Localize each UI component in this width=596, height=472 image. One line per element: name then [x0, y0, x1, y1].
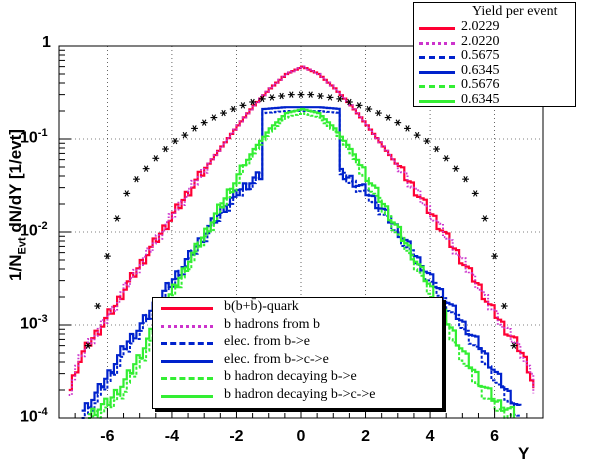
x-tick-label: 2: [361, 428, 370, 445]
axes-frame: [58, 45, 544, 419]
yield-legend-row: 2.0229: [414, 19, 574, 36]
star-marker: [113, 215, 121, 222]
yield-value: 2.0220: [461, 33, 500, 49]
star-marker: [181, 131, 189, 139]
star-marker: [239, 102, 247, 109]
yield-legend-row: 0.5675: [414, 48, 574, 65]
star-marker: [316, 92, 324, 100]
series-legend-row: b hadron decaying b->c->e: [153, 387, 439, 405]
legend-swatch: [419, 27, 455, 30]
star-marker: [491, 252, 498, 260]
star-marker: [258, 95, 266, 103]
star-marker: [394, 119, 402, 126]
star-marker: [142, 165, 150, 172]
series-legend-label: b(b+b̄)-quark: [224, 299, 299, 314]
legend-swatch: [419, 70, 455, 74]
star-marker: [84, 342, 92, 349]
yield-value: 0.5676: [461, 77, 500, 92]
star-marker: [404, 125, 411, 132]
series-legend-row: b hadrons from b: [153, 316, 439, 335]
yield-legend-row: 0.6345: [414, 62, 574, 80]
x-tick-label: 0: [296, 428, 306, 445]
legend-swatch: [419, 85, 455, 88]
x-tick-label: 6: [490, 428, 500, 445]
legend-swatch: [419, 99, 455, 103]
star-marker: [104, 252, 111, 260]
yield-value: 2.0229: [461, 19, 500, 34]
star-marker: [423, 137, 431, 145]
legend-swatch: [161, 359, 213, 363]
legend-swatch: [161, 377, 213, 381]
star-marker: [307, 91, 315, 98]
yield-legend-row: 2.0220: [414, 33, 574, 51]
star-marker: [375, 109, 382, 117]
star-marker: [433, 145, 440, 153]
series-legend: b(b+b̄)-quark b hadrons from b elec. from …: [152, 297, 443, 409]
star-marker: [278, 92, 286, 100]
series-legend-label: b hadron decaying b->e: [224, 369, 357, 385]
x-tick-label: -6: [100, 428, 115, 445]
star-marker: [500, 302, 508, 310]
yield-value: 0.6345: [461, 62, 500, 78]
series-legend-label: b hadron decaying b->c->e: [224, 387, 376, 402]
star-marker: [287, 91, 295, 98]
star-marker: [171, 137, 179, 145]
series-legend-label: elec. from b->c->e: [224, 351, 329, 367]
star-marker: [297, 91, 305, 98]
y-tick-label: 10-2: [20, 220, 48, 240]
star-marker: [384, 114, 392, 121]
star-marker: [442, 155, 450, 162]
x-tick-label: -2: [229, 428, 244, 445]
series-legend-row: elec. from b->e: [153, 334, 439, 352]
star-marker: [191, 125, 198, 132]
star-marker: [355, 102, 363, 109]
legend-swatch: [419, 41, 455, 45]
star-marker: [268, 94, 276, 101]
star-marker: [471, 190, 479, 197]
y-tick-label: 10-1: [20, 127, 48, 147]
yield-value: 0.5675: [461, 48, 500, 63]
series-legend-label: elec. from b->e: [224, 334, 311, 350]
legend-swatch: [161, 307, 213, 310]
series-legend-row: b hadron decaying b->e: [153, 369, 439, 387]
yield-legend: Yield per event 2.0229 2.0220 0.5675 0.6345…: [413, 2, 576, 107]
yield-legend-row: 0.5676: [414, 77, 574, 94]
star-marker: [481, 215, 489, 222]
star-marker: [200, 119, 208, 126]
star-marker: [220, 109, 227, 117]
star-marker: [123, 190, 131, 197]
star-marker: [413, 131, 421, 139]
star-marker: [152, 155, 160, 162]
star-marker: [133, 175, 140, 183]
star-marker: [326, 94, 334, 101]
yield-legend-row: 0.6345: [414, 91, 574, 109]
star-marker: [336, 95, 344, 103]
star-marker: [162, 145, 169, 153]
star-marker: [462, 175, 469, 183]
series-quark: [68, 65, 535, 392]
star-marker: [346, 98, 353, 106]
y-tick-label: 10-4: [20, 406, 48, 426]
star-marker: [229, 105, 237, 113]
legend-swatch: [161, 395, 213, 398]
y-tick-label: 10-3: [20, 313, 48, 333]
star-marker: [94, 302, 102, 310]
x-axis-title: Y: [518, 444, 530, 463]
yield-value: 0.6345: [461, 91, 500, 107]
y-tick-label: 1: [42, 34, 51, 51]
series-legend-row: elec. from b->c->e: [153, 351, 439, 370]
legend-swatch: [161, 342, 213, 346]
star-marker: [365, 105, 373, 113]
x-tick-label: -4: [164, 428, 180, 445]
legend-swatch: [419, 56, 455, 59]
yield-legend-title: Yield per event: [472, 4, 558, 19]
star-marker: [452, 165, 460, 172]
legend-swatch: [161, 324, 213, 328]
series-legend-label: b hadrons from b: [224, 316, 321, 332]
star-marker: [510, 342, 518, 349]
x-tick-label: 4: [425, 428, 435, 445]
series-legend-row: b(b+b̄)-quark: [153, 299, 439, 317]
star-marker: [210, 114, 218, 121]
star-marker: [249, 98, 256, 106]
